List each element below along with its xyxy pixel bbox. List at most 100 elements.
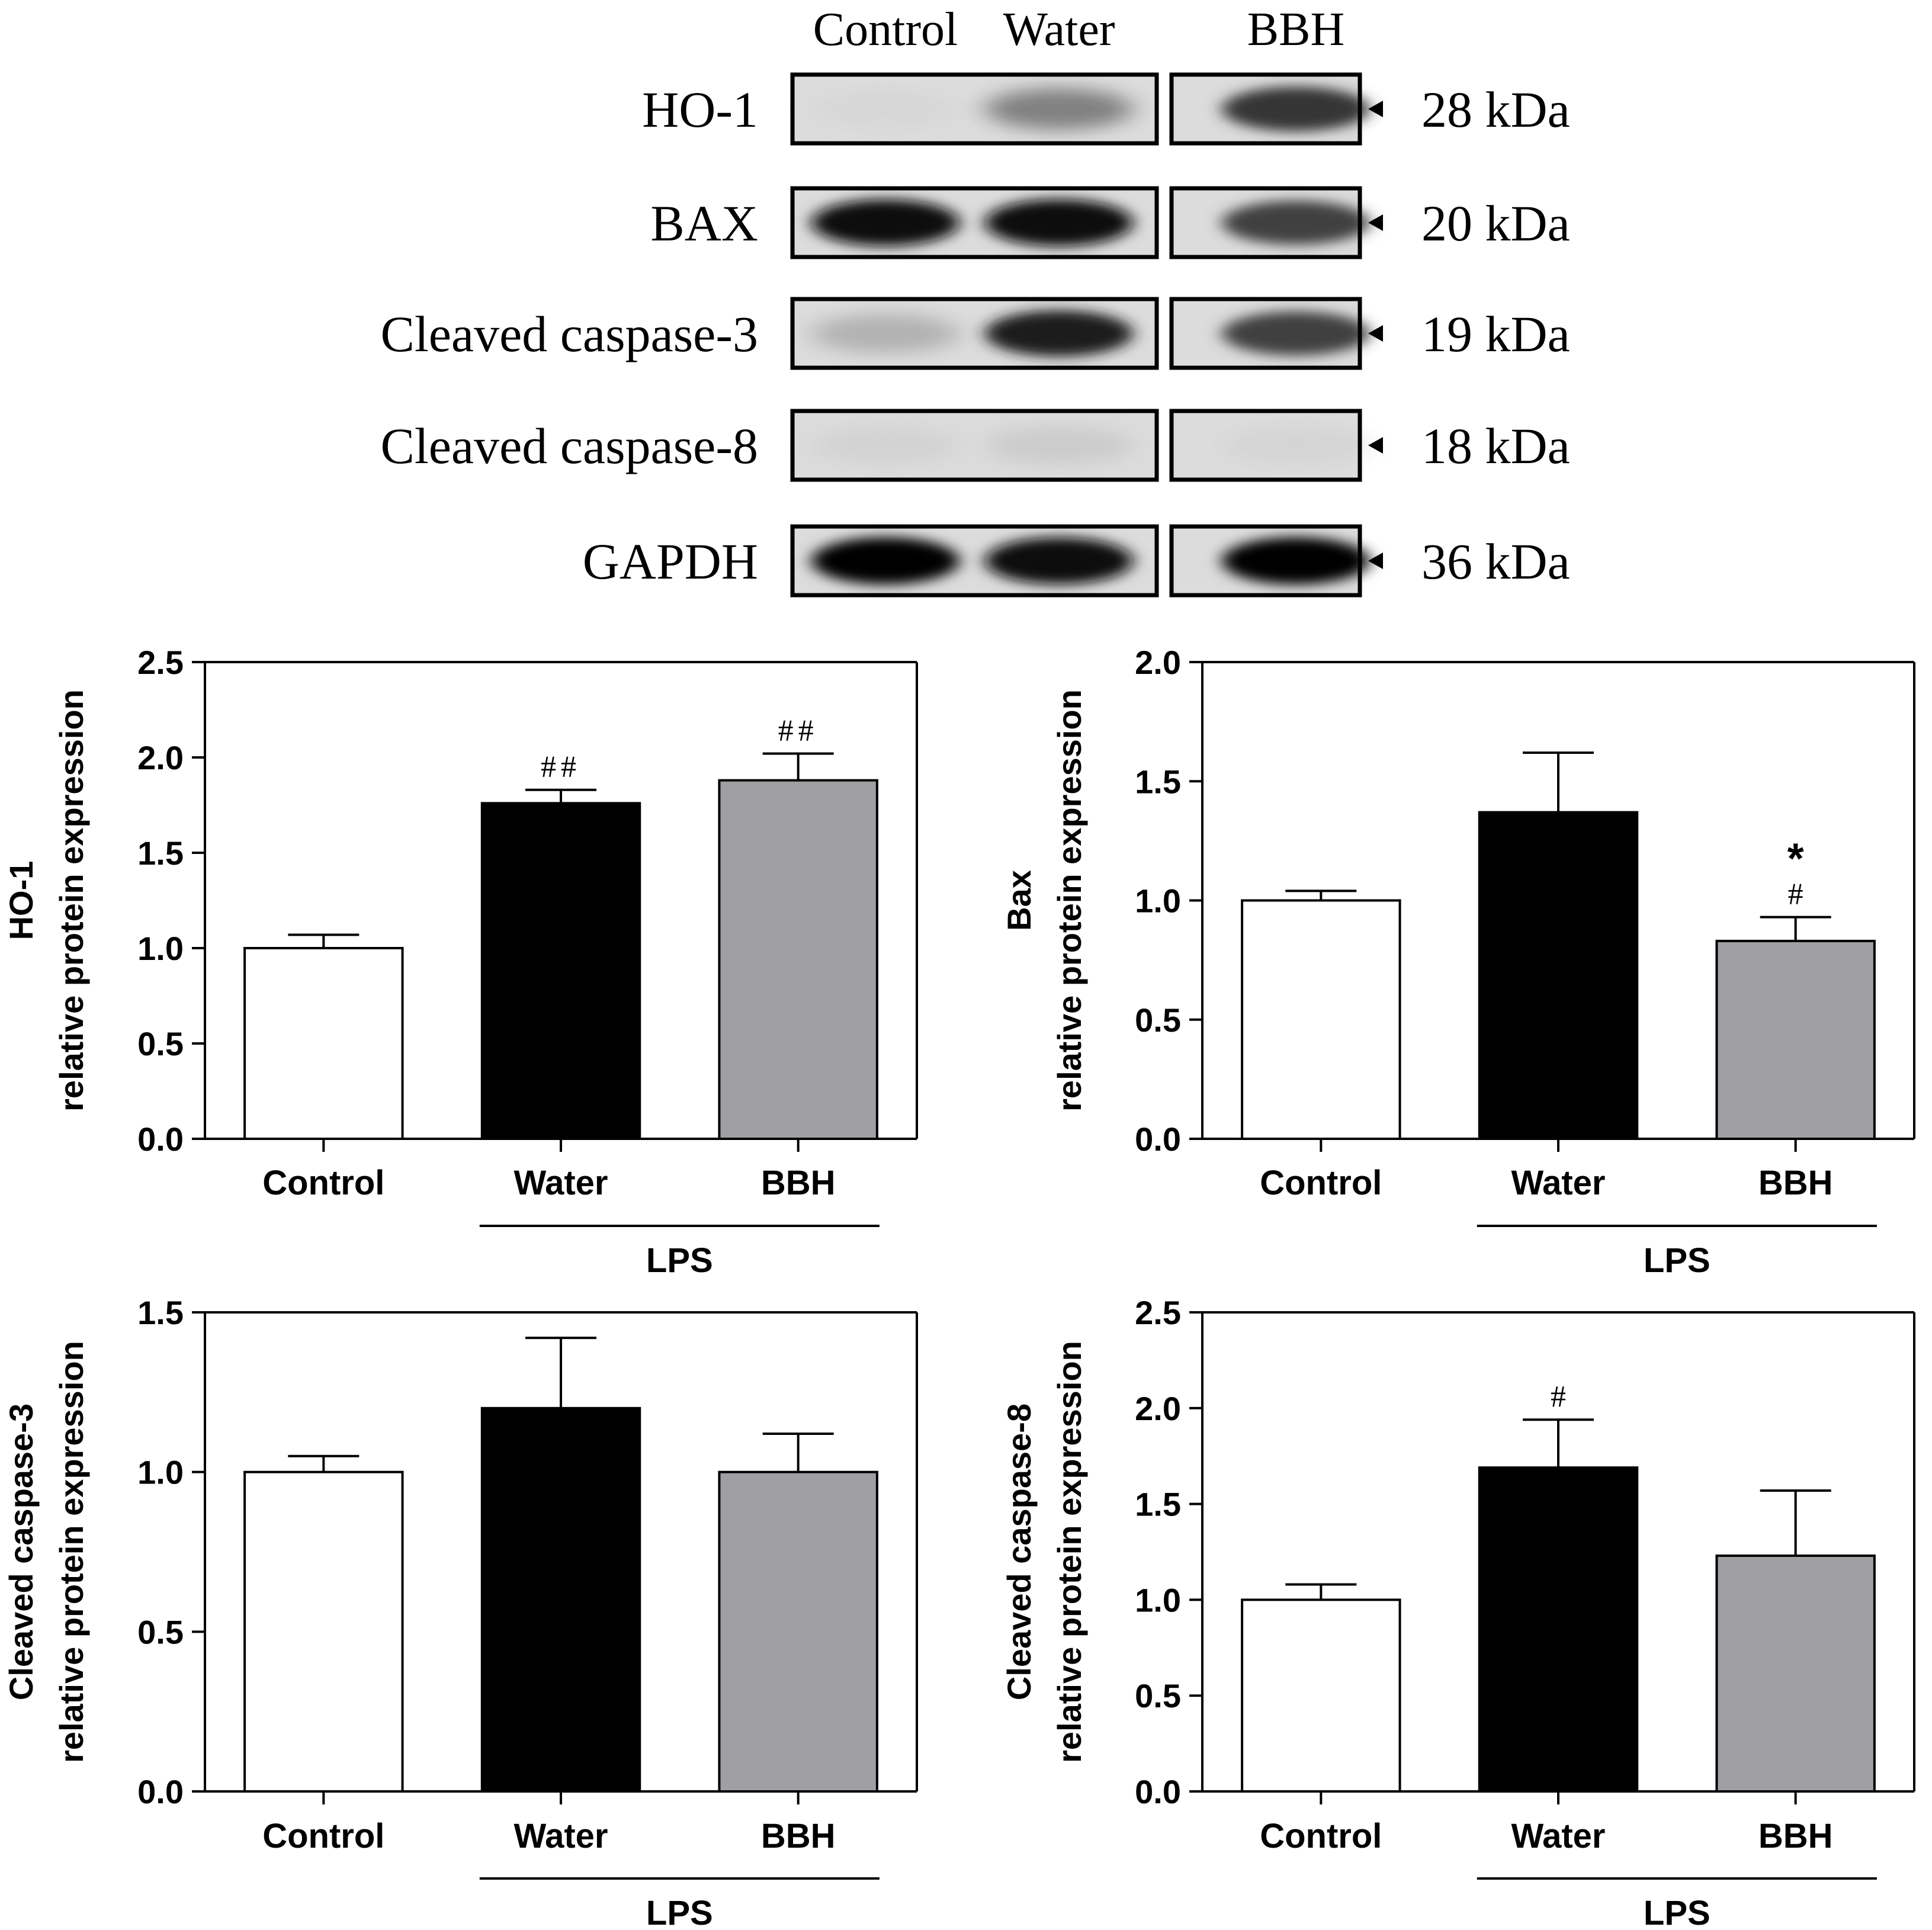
blot-band [1222, 86, 1370, 131]
blot-band [1222, 311, 1370, 356]
y-axis-label: Cleaved caspase-3 [2, 1404, 40, 1700]
x-category-label: Control [262, 1164, 384, 1202]
blot-protein-label: Cleaved caspase-3 [380, 306, 758, 362]
y-tick-label: 1.0 [137, 1454, 184, 1491]
blot-membrane-border [1169, 72, 1362, 146]
blot-membrane-border [790, 297, 1159, 370]
blot-band [985, 426, 1133, 464]
blot-band [1222, 537, 1370, 585]
blot-band [811, 427, 959, 464]
group-label: LPS [646, 1894, 713, 1930]
y-axis-label: relative protein expression [1051, 1341, 1088, 1763]
x-category-label: Control [1260, 1817, 1382, 1855]
y-tick-label: 1.0 [1135, 1581, 1181, 1618]
bar-chart: 0.0 0.5 1.0 1.5 2.0 2.5 Cleaved caspase-8 relat… [1000, 1294, 1915, 1930]
blot-mw-label: 28 kDa [1421, 81, 1570, 138]
blot-protein-label: Cleaved caspase-8 [380, 418, 758, 474]
y-tick-label: 0.5 [137, 1613, 184, 1650]
y-tick-label: 2.0 [137, 739, 184, 776]
bar [1715, 939, 1876, 1141]
x-category-label: Control [262, 1817, 384, 1855]
blot-band [1222, 200, 1370, 245]
y-tick-label: 0.0 [1135, 1120, 1181, 1158]
y-axis-label: relative protein expression [53, 1341, 90, 1763]
blot-mw-label: 19 kDa [1421, 306, 1570, 362]
blot-row: HO-1 28 kDa [642, 72, 1570, 146]
y-tick-label: 1.5 [137, 1294, 184, 1331]
blot-lane-label: BBH [1247, 4, 1345, 56]
x-category-label: BBH [1758, 1164, 1833, 1202]
y-tick-label: 2.5 [137, 644, 184, 681]
blot-mw-label: 36 kDa [1421, 533, 1570, 590]
blot-row: Cleaved caspase-3 19 kDa [380, 297, 1570, 370]
significance-annotation: ## [778, 714, 819, 748]
x-category-label: BBH [761, 1817, 836, 1855]
y-tick-label: 0.5 [1135, 1677, 1181, 1714]
group-label: LPS [646, 1241, 713, 1280]
blot-band [985, 537, 1133, 585]
y-tick-label: 2.0 [1135, 644, 1181, 681]
bar [1241, 1598, 1401, 1793]
blot-membrane-border [790, 409, 1159, 482]
blot-lane-label: Control [813, 4, 958, 56]
bar [718, 1470, 878, 1793]
bar-chart: 0.0 0.5 1.0 1.5 Cleaved caspase-3 relative pr… [2, 1294, 918, 1930]
blot-band [985, 310, 1133, 357]
bar [480, 802, 641, 1140]
blot-mw-label: 18 kDa [1421, 418, 1570, 474]
bar-chart: 0.0 0.5 1.0 1.5 2.0 2.5 HO-1 relative protein e… [2, 644, 918, 1280]
y-axis-label: relative protein expression [1051, 689, 1088, 1112]
bar-chart: 0.0 0.5 1.0 1.5 2.0 Bax relative protein expre… [1000, 644, 1915, 1280]
x-category-label: Control [1260, 1164, 1382, 1202]
mw-arrow-icon [1368, 214, 1383, 231]
significance-annotation: # [1551, 1380, 1566, 1414]
x-category-label: BBH [1758, 1817, 1833, 1855]
y-tick-label: 1.0 [1135, 882, 1181, 920]
y-tick-label: 0.0 [137, 1773, 184, 1810]
y-axis-label: HO-1 [2, 861, 40, 940]
bar-charts: 0.0 0.5 1.0 1.5 2.0 2.5 HO-1 relative protein e… [2, 644, 1915, 1930]
x-category-label: Water [1511, 1817, 1606, 1855]
blot-membrane-border [1169, 524, 1362, 598]
blot-lane-label: Water [1003, 4, 1115, 56]
blot-band [1222, 427, 1370, 464]
mw-arrow-icon [1368, 437, 1383, 454]
blot-protein-label: HO-1 [642, 81, 758, 138]
bar [1478, 811, 1639, 1140]
bar [718, 779, 878, 1140]
blot-band [811, 314, 959, 353]
mw-arrow-icon [1368, 553, 1383, 569]
bar [1478, 1466, 1639, 1793]
blot-membrane-border [1169, 297, 1362, 370]
bar [243, 1470, 404, 1793]
blot-protein-label: GAPDH [583, 533, 758, 590]
blot-band [811, 537, 959, 585]
blot-band [985, 199, 1133, 246]
y-tick-label: 2.0 [1135, 1390, 1181, 1427]
y-tick-label: 1.0 [137, 930, 184, 967]
y-tick-label: 1.5 [1135, 763, 1181, 800]
x-category-label: Water [514, 1817, 608, 1855]
significance-annotation: # [1788, 878, 1803, 911]
group-label: LPS [1644, 1894, 1710, 1930]
y-axis-label: Bax [1000, 870, 1038, 931]
blot-mw-label: 20 kDa [1421, 195, 1570, 252]
y-tick-label: 0.0 [1135, 1773, 1181, 1810]
bar [480, 1406, 641, 1793]
blot-band [811, 91, 959, 127]
blot-band [811, 199, 959, 246]
blot-row: GAPDH 36 kDa [583, 524, 1570, 598]
y-axis-label: Cleaved caspase-8 [1000, 1404, 1038, 1700]
group-label: LPS [1644, 1241, 1710, 1280]
blot-protein-label: BAX [650, 195, 758, 252]
x-category-label: Water [514, 1164, 608, 1202]
blot-row: Cleaved caspase-8 18 kDa [380, 409, 1570, 482]
bar [1241, 899, 1401, 1140]
y-tick-label: 0.0 [137, 1120, 184, 1158]
y-tick-label: 0.5 [137, 1025, 184, 1062]
bar [243, 947, 404, 1140]
significance-annotation: ## [541, 750, 581, 784]
blot-membrane-border [1169, 409, 1362, 482]
blot-row: BAX 20 kDa [650, 186, 1570, 259]
